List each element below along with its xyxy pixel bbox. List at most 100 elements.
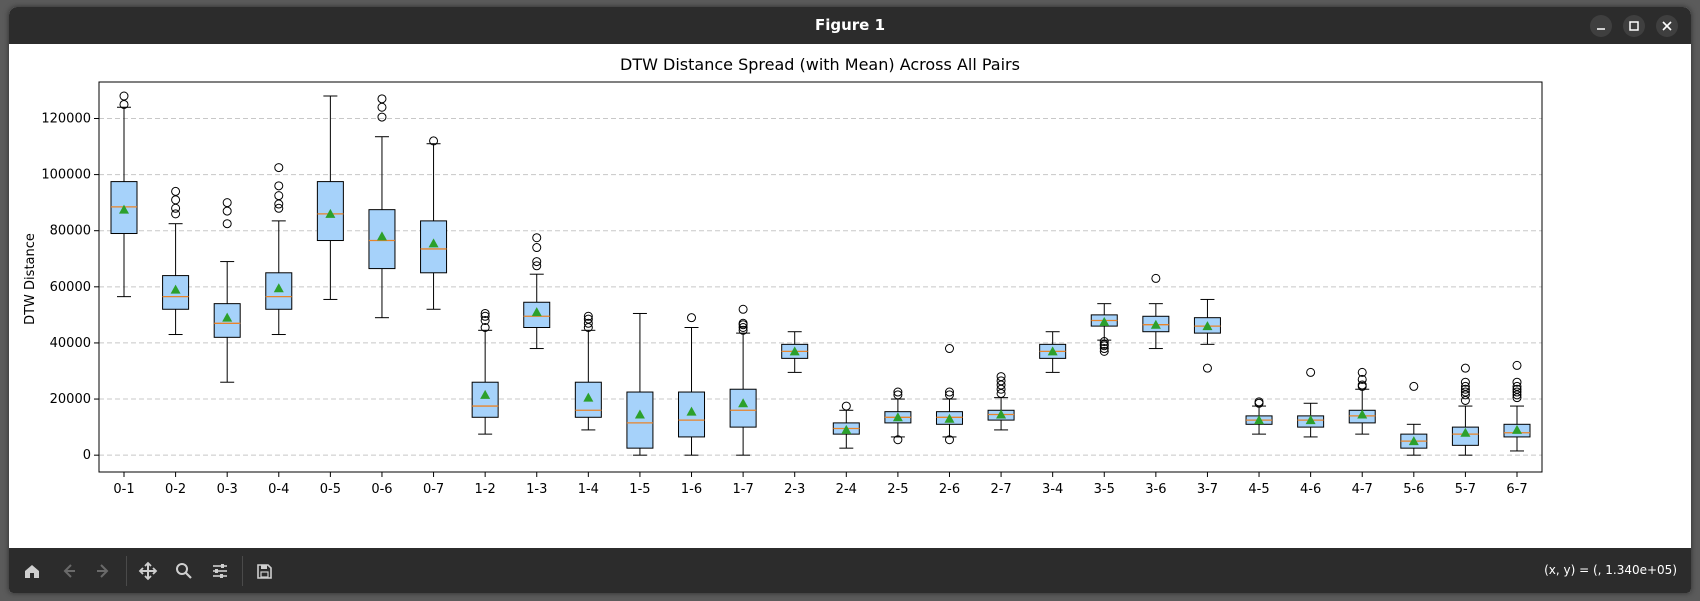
mean-marker — [892, 412, 903, 422]
mean-marker — [1099, 316, 1110, 326]
y-axis-label: DTW Distance — [23, 233, 38, 325]
box-0-7 — [420, 136, 448, 310]
x-tick-label: 3-6 — [1145, 482, 1166, 497]
x-tick-label: 0-6 — [371, 482, 392, 497]
x-tick-label: 1-6 — [681, 482, 702, 497]
outlier-point — [377, 102, 387, 112]
boxes — [110, 91, 1531, 456]
navigation-toolbar: (x, y) = (, 1.340e+05) — [9, 548, 1691, 593]
y-tick-label: 40000 — [50, 336, 91, 351]
outlier-point — [480, 323, 490, 333]
outlier-point — [1512, 387, 1522, 397]
outlier-point — [274, 191, 284, 201]
x-tick-label: 0-3 — [217, 482, 238, 497]
iqr-box — [316, 181, 344, 242]
outlier-point — [583, 318, 593, 328]
mean-marker — [1512, 424, 1522, 434]
outlier-point — [1254, 397, 1264, 407]
y-tick-label: 60000 — [50, 280, 91, 295]
close-icon — [1662, 21, 1672, 31]
minimize-icon — [1597, 28, 1605, 30]
outlier-point — [429, 136, 439, 146]
move-icon — [138, 561, 158, 581]
outlier-point — [944, 390, 954, 400]
mean-marker — [1150, 319, 1161, 329]
maximize-button[interactable] — [1623, 15, 1645, 37]
outlier-point — [1306, 367, 1316, 377]
x-tick-label: 1-5 — [629, 482, 650, 497]
outlier-point — [1460, 377, 1470, 387]
outlier-point — [1409, 381, 1419, 391]
x-tick-label: 0-4 — [268, 482, 289, 497]
zoom-button[interactable] — [169, 556, 199, 586]
outlier-point — [1512, 381, 1522, 391]
outlier-point — [1099, 339, 1109, 349]
outlier-point — [222, 198, 232, 208]
x-tick-label: 4-5 — [1248, 482, 1269, 497]
close-button[interactable] — [1656, 15, 1678, 37]
box-2-4 — [832, 401, 860, 449]
box-0-4 — [265, 163, 293, 336]
outlier-point — [480, 315, 490, 325]
outlier-point — [222, 219, 232, 229]
outlier-point — [687, 313, 697, 323]
forward-button[interactable] — [89, 556, 119, 586]
box-1-7 — [729, 304, 757, 456]
box-3-5 — [1090, 303, 1118, 356]
outlier-point — [532, 257, 542, 267]
box-1-2 — [471, 308, 499, 435]
outlier-point — [377, 112, 387, 122]
iqr-box — [626, 391, 654, 449]
outlier-point — [171, 195, 181, 205]
x-tick-label: 1-7 — [732, 482, 753, 497]
outlier-point — [171, 186, 181, 196]
outlier-point — [532, 261, 542, 271]
mean-marker — [273, 283, 284, 293]
minimize-button[interactable] — [1590, 15, 1612, 37]
pan-button[interactable] — [133, 556, 163, 586]
mean-marker — [1047, 346, 1058, 356]
box-2-6 — [935, 344, 963, 445]
outlier-point — [171, 209, 181, 219]
outlier-point — [119, 91, 129, 101]
outlier-point — [893, 390, 903, 400]
mean-marker — [738, 398, 749, 408]
outlier-point — [1357, 367, 1367, 377]
home-icon — [25, 565, 39, 578]
toolbar-separator — [126, 556, 127, 586]
plot-area[interactable]: DTW Distance Spread (with Mean) Across A… — [9, 44, 1691, 548]
figure-window: Figure 1 DTW Distance Spread (with Mean)… — [9, 7, 1691, 593]
outlier-point — [171, 203, 181, 213]
axes-frame — [98, 81, 1543, 473]
outlier-point — [1099, 346, 1109, 356]
title-bar: Figure 1 — [9, 7, 1691, 44]
outlier-point — [480, 311, 490, 321]
outlier-point — [532, 233, 542, 243]
mean-marker — [1202, 321, 1213, 331]
x-tick-label: 5-6 — [1403, 482, 1424, 497]
outlier-point — [996, 376, 1006, 386]
y-tick-label: 80000 — [50, 224, 91, 239]
save-button[interactable] — [249, 556, 279, 586]
configure-button[interactable] — [205, 556, 235, 586]
y-tick-label: 120000 — [41, 111, 91, 126]
back-button[interactable] — [53, 556, 83, 586]
outlier-point — [1460, 381, 1470, 391]
box-5-6 — [1400, 381, 1428, 456]
outlier-point — [944, 387, 954, 397]
mean-marker — [531, 307, 542, 317]
mean-marker — [1460, 427, 1471, 437]
home-button[interactable] — [17, 556, 47, 586]
mean-marker — [686, 406, 697, 416]
x-tick-label: 1-4 — [578, 482, 599, 497]
mean-marker — [1408, 436, 1419, 446]
mean-marker — [480, 389, 491, 399]
outlier-point — [583, 314, 593, 324]
outlier-point — [583, 311, 593, 321]
x-tick-label: 0-5 — [320, 482, 341, 497]
sliders-icon — [213, 564, 227, 578]
x-tick-label: 2-7 — [990, 482, 1011, 497]
iqr-box — [729, 388, 757, 428]
mean-marker — [1254, 415, 1265, 425]
box-3-4 — [1039, 331, 1067, 373]
